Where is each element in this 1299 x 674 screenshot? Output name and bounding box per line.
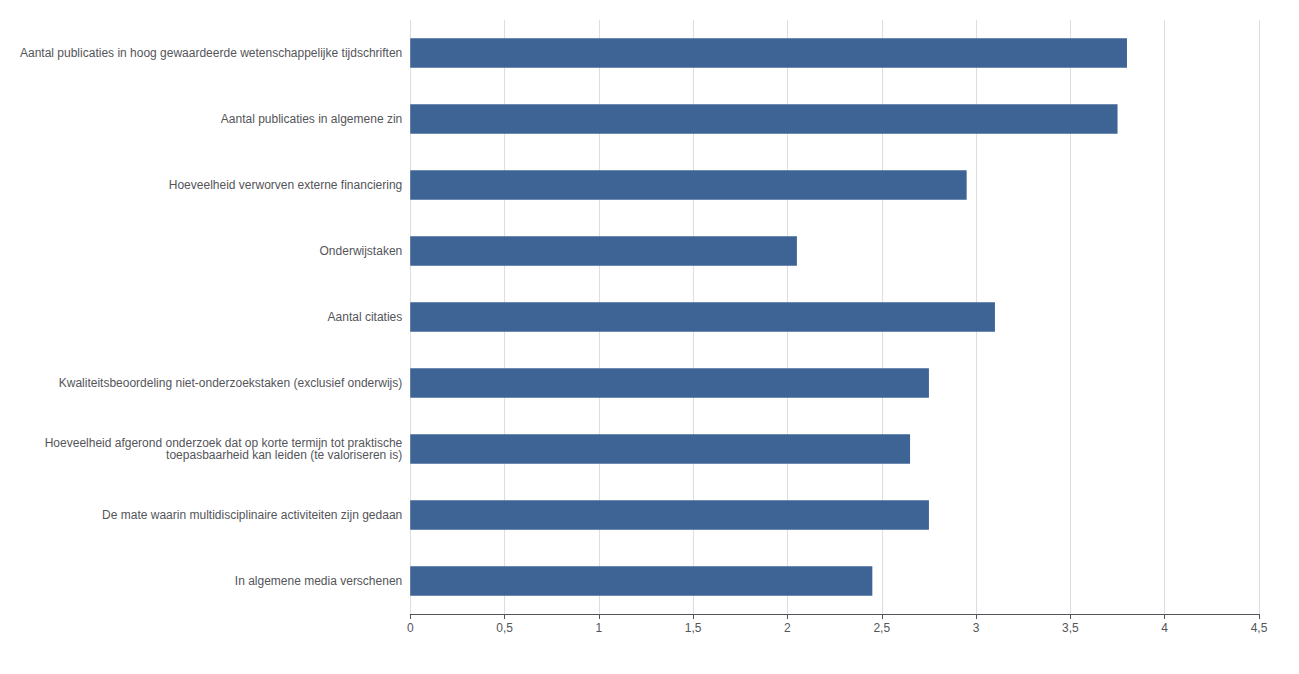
svg-text:De mate waarin multidisciplina: De mate waarin multidisciplinaire activi… xyxy=(102,508,402,522)
svg-text:0: 0 xyxy=(407,621,414,635)
svg-text:2: 2 xyxy=(784,621,791,635)
svg-text:Aantal publicaties in hoog gew: Aantal publicaties in hoog gewaardeerde … xyxy=(20,46,402,60)
svg-text:0,5: 0,5 xyxy=(496,621,513,635)
svg-text:Kwaliteitsbeoordeling niet-ond: Kwaliteitsbeoordeling niet-onderzoekstak… xyxy=(59,376,403,390)
svg-text:2,5: 2,5 xyxy=(873,621,890,635)
svg-text:toepasbaarheid kan leiden (te: toepasbaarheid kan leiden (te valorisere… xyxy=(166,448,402,462)
svg-text:Hoeveelheid afgerond onderzoek: Hoeveelheid afgerond onderzoek dat op ko… xyxy=(44,436,403,450)
svg-text:Aantal publicaties in algemene: Aantal publicaties in algemene zin xyxy=(221,112,402,126)
svg-text:1,5: 1,5 xyxy=(685,621,702,635)
svg-text:Onderwijstaken: Onderwijstaken xyxy=(320,244,403,258)
svg-text:In algemene media verschenen: In algemene media verschenen xyxy=(235,574,402,588)
svg-text:Aantal citaties: Aantal citaties xyxy=(328,310,403,324)
svg-text:Hoeveelheid verworven externe: Hoeveelheid verworven externe financieri… xyxy=(169,178,402,192)
svg-text:3,5: 3,5 xyxy=(1062,621,1079,635)
svg-text:4,5: 4,5 xyxy=(1251,621,1268,635)
svg-text:3: 3 xyxy=(973,621,980,635)
svg-text:4: 4 xyxy=(1161,621,1168,635)
svg-text:1: 1 xyxy=(596,621,603,635)
